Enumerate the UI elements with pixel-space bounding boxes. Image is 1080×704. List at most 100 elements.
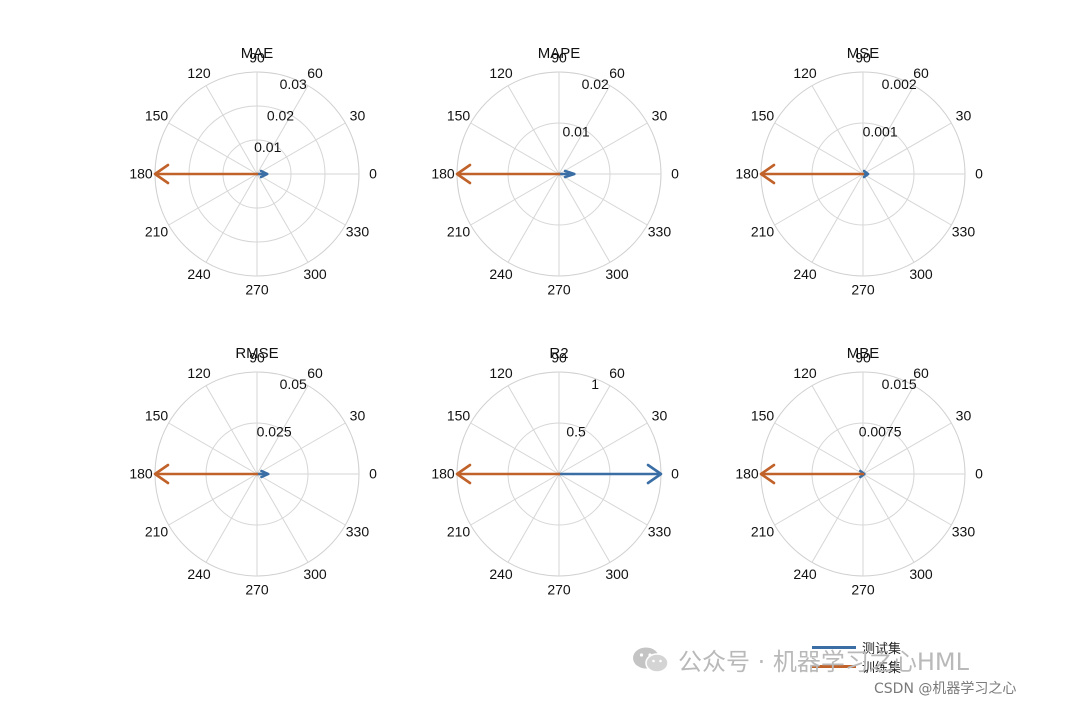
grid-spoke [168,173,258,226]
radial-tick-label: 0.0075 [859,423,902,439]
angle-tick-label: 0 [975,166,983,182]
grid-spoke [558,422,648,475]
angle-tick-label: 240 [489,566,513,582]
grid-spoke [558,385,611,475]
angle-tick-label: 0 [369,166,377,182]
grid-spoke [558,473,648,526]
arrow-head [153,163,170,185]
angle-tick-label: 120 [489,65,513,81]
angle-tick-label: 30 [350,408,366,424]
grid-spoke [862,122,952,175]
angle-tick-label: 60 [307,365,323,381]
angle-tick-label: 0 [369,466,377,482]
grid-spoke [862,473,952,526]
angle-tick-label: 330 [952,524,976,540]
grid-spoke [256,122,346,175]
angle-tick-label: 180 [129,166,153,182]
legend-swatch-train [812,664,856,668]
grid-spoke [558,173,611,263]
angle-tick-label: 120 [187,365,211,381]
grid-spoke [862,422,952,475]
radial-tick-label: 1 [591,376,599,392]
grid-spoke [862,85,915,175]
angle-tick-label: 330 [648,224,672,240]
angle-tick-label: 180 [431,466,455,482]
angle-tick-label: 180 [129,466,153,482]
grid-spoke [507,173,560,263]
angle-tick-label: 150 [447,408,471,424]
angle-tick-label: 120 [187,65,211,81]
angle-tick-label: 90 [551,350,567,366]
radial-tick-label: 0.002 [882,76,917,92]
angle-tick-label: 120 [489,365,513,381]
grid-spoke [862,173,915,263]
arrow-test [255,469,270,479]
angle-tick-label: 210 [447,524,471,540]
arrow-train [455,463,561,485]
grid-spoke [470,173,560,226]
grid-spoke [811,473,864,563]
arrow-head [859,469,866,479]
grid-spoke [811,173,864,263]
angle-tick-label: 60 [913,65,929,81]
polar-panel-r2: 0 30 60 90 120 150 180 210 240 270 300 330 0.5 1 R2 [431,345,679,598]
credit-text: CSDN @机器学习之心 [874,681,1017,697]
angle-tick-label: 270 [851,282,875,298]
legend-swatch-test [812,645,856,649]
angle-tick-label: 90 [855,50,871,66]
angle-tick-label: 90 [249,50,265,66]
angle-tick-label: 120 [793,65,817,81]
angle-tick-label: 60 [609,65,625,81]
grid-spoke [774,173,864,226]
arrow-test [557,463,663,485]
arrow-head [759,463,776,485]
polar-panel-mae: 0 30 60 90 120 150 180 210 240 270 300 330 0.01 0.02 0… [129,45,377,298]
legend-item-train: 训练集 [812,657,901,676]
grid-spoke [862,173,952,226]
angle-tick-label: 0 [975,466,983,482]
legend-item-test: 测试集 [812,638,901,657]
angle-tick-label: 0 [671,466,679,482]
chart-title: MSE [847,45,880,62]
chart-title: R2 [549,345,568,362]
angle-tick-label: 0 [671,166,679,182]
grid-spoke [558,85,611,175]
grid-spoke [256,173,309,263]
arrow-head [563,169,576,179]
watermark: 公众号 · 机器学习之心HML [632,642,969,677]
radial-tick-label: 0.02 [267,108,294,124]
angle-tick-label: 330 [346,524,370,540]
angle-tick-label: 300 [605,266,629,282]
angle-tick-label: 210 [145,224,169,240]
grid-spoke [507,473,560,563]
chart-title: MAPE [538,45,581,62]
angle-tick-label: 300 [303,266,327,282]
angle-tick-label: 210 [751,524,775,540]
angle-tick-label: 150 [447,108,471,124]
arrow-head [455,163,472,185]
radial-tick-label: 0.001 [863,123,898,139]
angle-tick-label: 30 [956,408,972,424]
wechat-icon [633,647,669,673]
angle-tick-label: 330 [648,524,672,540]
grid-spoke [205,173,258,263]
angle-tick-label: 30 [652,408,668,424]
angle-tick-label: 270 [851,582,875,598]
angle-tick-label: 270 [547,282,571,298]
arrow-head [259,169,269,179]
angle-tick-label: 240 [793,566,817,582]
angle-tick-label: 120 [793,365,817,381]
arrow-head [455,463,472,485]
polar-panel-mape: 0 30 60 90 120 150 180 210 240 270 300 330 0.01 0.02M… [431,45,679,298]
grid-spoke [205,85,258,175]
arrow-head [260,469,270,479]
arrow-train [759,163,865,185]
angle-tick-label: 270 [547,582,571,598]
angle-tick-label: 180 [735,166,759,182]
grid-spoke [256,385,309,475]
grid-spoke [470,122,560,175]
grid-spoke [205,473,258,563]
radial-tick-label: 0.01 [254,139,281,155]
polar-panel-rmse: 0 30 60 90 120 150 180 210 240 270 300 330 0.025 0.05… [129,345,377,598]
grid-spoke [507,85,560,175]
